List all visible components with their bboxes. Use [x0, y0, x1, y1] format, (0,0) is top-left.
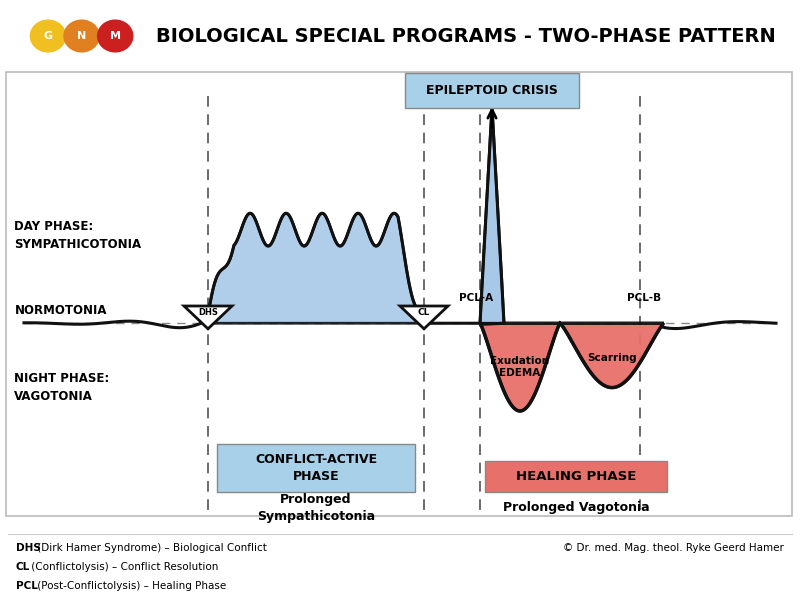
Text: DHS: DHS [16, 543, 41, 553]
Text: (Conflictolysis) – Conflict Resolution: (Conflictolysis) – Conflict Resolution [28, 562, 218, 572]
Text: PCL-A: PCL-A [459, 293, 493, 303]
Text: N: N [77, 31, 86, 41]
Circle shape [30, 20, 66, 52]
Text: NORMOTONIA: NORMOTONIA [14, 304, 107, 317]
Text: Exudation
EDEMA: Exudation EDEMA [490, 356, 550, 379]
Text: BIOLOGICAL SPECIAL PROGRAMS - TWO-PHASE PATTERN: BIOLOGICAL SPECIAL PROGRAMS - TWO-PHASE … [156, 26, 776, 46]
Polygon shape [480, 107, 504, 323]
Text: CL: CL [16, 562, 30, 572]
Text: Prolonged
Sympathicotonia: Prolonged Sympathicotonia [257, 493, 375, 523]
Circle shape [64, 20, 99, 52]
Text: M: M [110, 31, 121, 41]
FancyBboxPatch shape [485, 461, 667, 493]
Text: G: G [43, 31, 53, 41]
FancyBboxPatch shape [6, 72, 792, 516]
Polygon shape [184, 306, 232, 329]
Text: DHS: DHS [198, 308, 218, 317]
Text: EPILEPTOID CRISIS: EPILEPTOID CRISIS [426, 84, 558, 97]
Text: (Post-Conflictolysis) – Healing Phase: (Post-Conflictolysis) – Healing Phase [34, 581, 226, 590]
FancyBboxPatch shape [405, 73, 579, 108]
Text: CONFLICT-ACTIVE
PHASE: CONFLICT-ACTIVE PHASE [255, 453, 377, 483]
Text: DAY PHASE:
SYMPATHICOTONIA: DAY PHASE: SYMPATHICOTONIA [14, 220, 142, 251]
Text: HEALING PHASE: HEALING PHASE [516, 470, 636, 484]
Text: PCL: PCL [16, 581, 38, 590]
Text: (Dirk Hamer Syndrome) – Biological Conflict: (Dirk Hamer Syndrome) – Biological Confl… [34, 543, 267, 553]
Polygon shape [208, 213, 424, 323]
Circle shape [98, 20, 133, 52]
Text: CL: CL [418, 308, 430, 317]
Text: Prolonged Vagotonia: Prolonged Vagotonia [502, 501, 650, 514]
Text: Scarring: Scarring [587, 353, 637, 364]
Text: PCL-B: PCL-B [627, 293, 661, 303]
Text: NIGHT PHASE:
VAGOTONIA: NIGHT PHASE: VAGOTONIA [14, 372, 110, 403]
FancyBboxPatch shape [217, 444, 415, 493]
Text: © Dr. med. Mag. theol. Ryke Geerd Hamer: © Dr. med. Mag. theol. Ryke Geerd Hamer [563, 543, 784, 553]
Polygon shape [400, 306, 448, 329]
